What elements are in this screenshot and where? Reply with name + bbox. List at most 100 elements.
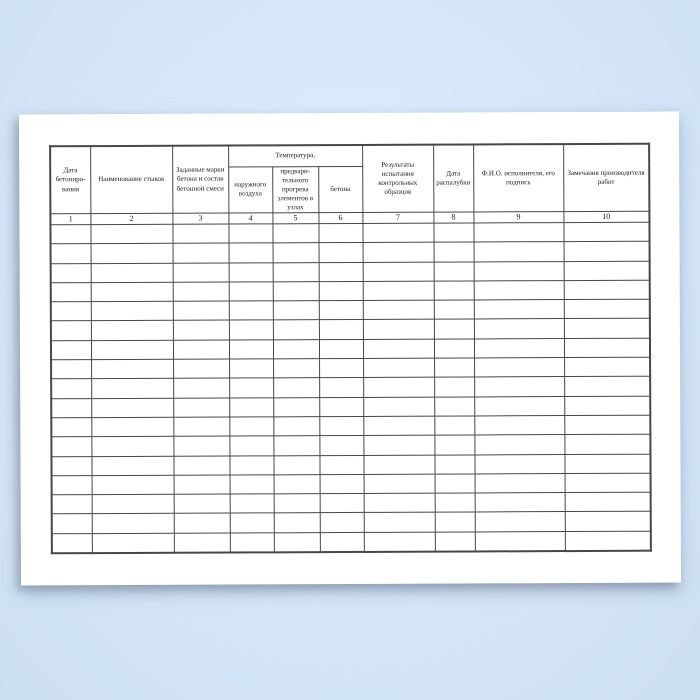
empty-cell bbox=[91, 417, 174, 437]
empty-cell bbox=[563, 260, 650, 281]
empty-cell bbox=[319, 512, 364, 533]
empty-cell bbox=[474, 492, 565, 513]
empty-cell bbox=[50, 263, 91, 283]
empty-cell bbox=[563, 222, 650, 242]
empty-cell bbox=[228, 320, 273, 340]
empty-cell bbox=[51, 494, 92, 515]
empty-cell bbox=[91, 513, 174, 534]
empty-cell bbox=[229, 378, 274, 398]
empty-cell bbox=[90, 282, 173, 302]
empty-cell bbox=[228, 281, 273, 302]
empty-cell bbox=[51, 417, 92, 438]
empty-cell bbox=[474, 473, 565, 494]
empty-cell bbox=[228, 300, 273, 321]
header-group-row: Дата бетониро- вания Наименование стыков… bbox=[50, 143, 650, 214]
empty-cell bbox=[173, 513, 230, 533]
empty-cell bbox=[229, 474, 274, 495]
empty-cell bbox=[434, 415, 475, 436]
empty-cell bbox=[319, 358, 364, 378]
empty-cell bbox=[90, 262, 173, 283]
column-number: 5 bbox=[272, 212, 319, 224]
empty-cell bbox=[433, 300, 474, 320]
empty-cell bbox=[229, 532, 274, 553]
column-number: 4 bbox=[228, 212, 273, 224]
column-number: 2 bbox=[90, 213, 173, 225]
table-row bbox=[50, 318, 650, 341]
empty-cell bbox=[363, 435, 435, 455]
empty-cell bbox=[564, 376, 651, 397]
empty-cell bbox=[318, 281, 363, 301]
col-header-outdoor-air-temp: наружного воздуха bbox=[228, 166, 273, 213]
col-header-joint-name: Наименование стыков bbox=[90, 145, 173, 214]
empty-cell bbox=[229, 397, 274, 417]
column-number: 10 bbox=[563, 211, 650, 223]
empty-cell bbox=[273, 493, 320, 514]
empty-cell bbox=[363, 377, 435, 398]
empty-cell bbox=[229, 358, 274, 379]
empty-cell bbox=[363, 512, 435, 533]
empty-cell bbox=[434, 435, 475, 455]
empty-cell bbox=[362, 319, 434, 340]
empty-cell bbox=[473, 280, 564, 301]
empty-cell bbox=[172, 262, 229, 283]
empty-cell bbox=[563, 280, 650, 300]
empty-cell bbox=[362, 223, 434, 243]
table-header: Дата бетониро- вания Наименование стыков… bbox=[50, 143, 650, 225]
empty-cell bbox=[272, 300, 319, 321]
empty-cell bbox=[433, 222, 474, 243]
table-row bbox=[50, 260, 650, 283]
empty-cell bbox=[173, 455, 230, 476]
empty-cell bbox=[434, 512, 475, 532]
empty-cell bbox=[564, 530, 651, 551]
empty-cell bbox=[91, 378, 174, 399]
col-header-test-results: Результаты испытания контрольных образцо… bbox=[362, 144, 434, 213]
empty-cell bbox=[564, 357, 651, 377]
table-row bbox=[51, 473, 651, 495]
table-row bbox=[50, 280, 650, 302]
empty-cell bbox=[434, 396, 475, 417]
empty-cell bbox=[362, 261, 434, 282]
empty-cell bbox=[50, 224, 91, 245]
empty-cell bbox=[363, 396, 435, 417]
empty-cell bbox=[319, 435, 364, 456]
empty-cell bbox=[474, 531, 565, 551]
empty-cell bbox=[273, 474, 320, 494]
empty-cell bbox=[91, 532, 174, 553]
empty-cell bbox=[362, 280, 434, 301]
empty-cell bbox=[563, 299, 650, 320]
empty-cell bbox=[362, 242, 434, 263]
empty-cell bbox=[363, 531, 435, 552]
empty-cell bbox=[318, 223, 363, 243]
empty-cell bbox=[90, 243, 173, 264]
empty-cell bbox=[273, 416, 320, 437]
empty-cell bbox=[173, 494, 230, 514]
table-row bbox=[51, 511, 651, 534]
empty-cell bbox=[172, 301, 229, 321]
empty-cell bbox=[273, 532, 320, 552]
empty-cell bbox=[228, 223, 273, 244]
empty-cell bbox=[319, 493, 364, 514]
empty-cell bbox=[474, 511, 565, 532]
empty-cell bbox=[228, 243, 273, 263]
column-number: 3 bbox=[172, 212, 229, 225]
empty-cell bbox=[319, 474, 364, 494]
empty-cell bbox=[229, 493, 274, 514]
col-header-remarks: Замечания производителя работ bbox=[563, 143, 650, 212]
empty-cell bbox=[51, 398, 92, 418]
empty-cell bbox=[172, 243, 229, 263]
empty-cell bbox=[319, 397, 364, 417]
col-header-concrete-grade: Заданные марки бетона и состав бетонной … bbox=[172, 145, 229, 214]
column-number: 1 bbox=[50, 213, 91, 225]
empty-cell bbox=[51, 514, 92, 534]
empty-cell bbox=[563, 241, 650, 262]
col-header-formwork-removal-date: Дата распалубки bbox=[433, 144, 474, 213]
empty-cell bbox=[91, 359, 174, 379]
empty-cell bbox=[433, 338, 475, 359]
empty-cell bbox=[363, 493, 435, 513]
concreting-journal-table: Дата бетониро- вания Наименование стыков… bbox=[49, 142, 652, 554]
empty-cell bbox=[474, 415, 565, 436]
table-row bbox=[50, 299, 650, 322]
empty-cell bbox=[51, 359, 92, 380]
empty-cell bbox=[318, 242, 363, 263]
table-row bbox=[51, 395, 651, 418]
